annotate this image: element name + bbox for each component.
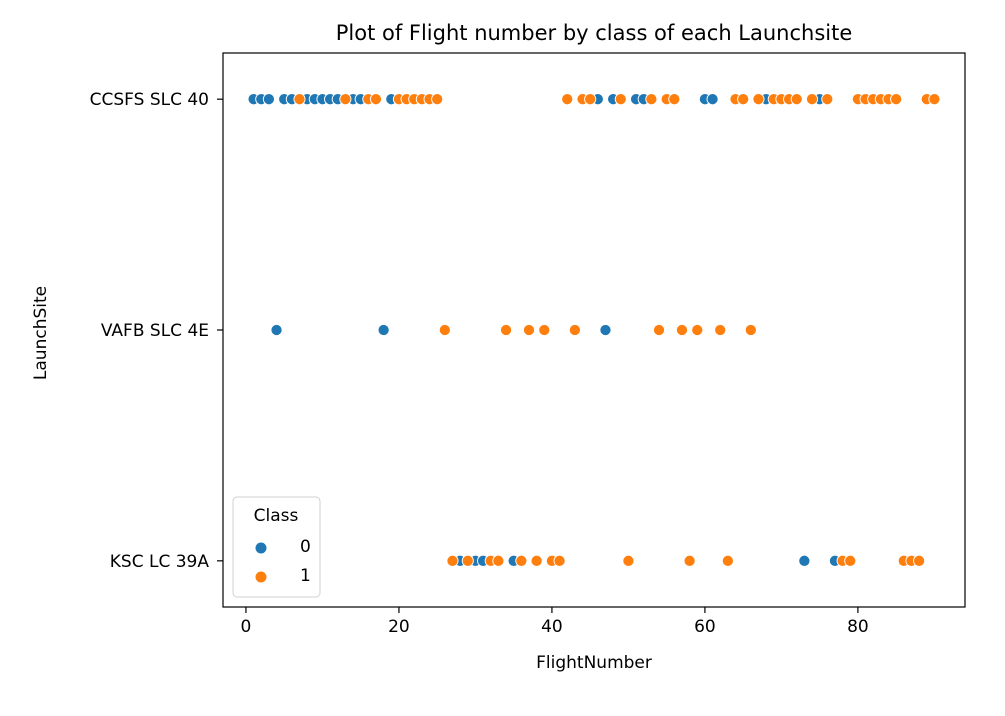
data-point-class-0 (270, 323, 283, 337)
data-point-class-1 (890, 93, 903, 106)
data-point-class-1 (622, 554, 635, 567)
x-tick-label: 80 (847, 617, 869, 637)
legend-box (232, 496, 321, 598)
data-point-class-1 (568, 323, 581, 337)
data-point-class-1 (553, 554, 566, 567)
data-point-class-1 (668, 93, 681, 106)
data-point-class-1 (538, 323, 551, 337)
data-point-class-0 (798, 554, 811, 567)
x-axis-label: FlightNumber (536, 653, 652, 673)
data-point-class-1 (614, 93, 627, 106)
data-point-class-1 (714, 323, 727, 337)
x-tick-label: 40 (541, 617, 563, 637)
data-point-class-1 (683, 554, 696, 567)
plot-frame (222, 52, 966, 608)
legend-marker-class-1 (254, 570, 268, 584)
data-point-class-0 (262, 93, 275, 106)
data-point-class-1 (805, 93, 819, 106)
data-point-class-1 (339, 93, 352, 106)
data-point-class-1 (431, 93, 444, 106)
data-point-class-1 (561, 93, 574, 106)
data-point-class-1 (515, 554, 528, 567)
y-tick-label: KSC LC 39A (110, 552, 210, 572)
data-point-class-1 (737, 93, 750, 106)
data-point-class-1 (821, 93, 834, 106)
data-point-class-1 (790, 93, 803, 106)
data-point-class-1 (752, 93, 765, 106)
x-tick-label: 60 (694, 617, 716, 637)
legend-title: Class (254, 506, 299, 526)
x-tick-label: 0 (241, 617, 252, 637)
data-point-class-1 (675, 323, 689, 337)
legend-label-class-1: 1 (300, 566, 311, 586)
data-point-class-1 (492, 554, 505, 567)
x-tick-label: 20 (388, 617, 410, 637)
data-point-class-0 (599, 323, 612, 337)
x-axis-ticks: 0 20 40 60 80 (241, 607, 869, 637)
data-point-class-1 (293, 93, 306, 106)
data-point-class-0 (377, 323, 390, 337)
y-axis-ticks: CCSFS SLC 40 VAFB SLC 4E KSC LC 39A (90, 90, 223, 572)
data-point-class-1 (652, 323, 666, 337)
points-layer (247, 93, 941, 567)
y-axis-label: LaunchSite (31, 286, 51, 380)
data-point-class-1 (721, 554, 734, 567)
data-point-class-1 (530, 554, 543, 567)
chart-title: Plot of Flight number by class of each L… (336, 21, 853, 45)
data-point-class-0 (706, 93, 719, 106)
data-point-class-1 (461, 554, 474, 567)
y-tick-label: VAFB SLC 4E (101, 321, 209, 341)
y-tick-label: CCSFS SLC 40 (90, 90, 209, 110)
legend: Class 0 1 (232, 496, 321, 598)
legend-marker-class-0 (254, 541, 268, 555)
data-point-class-1 (446, 554, 459, 567)
data-point-class-1 (744, 323, 757, 337)
data-point-class-1 (499, 323, 513, 337)
data-point-class-1 (691, 323, 704, 337)
data-point-class-1 (522, 323, 536, 337)
legend-label-class-0: 0 (300, 537, 311, 557)
data-point-class-1 (844, 554, 857, 567)
data-point-class-1 (584, 93, 597, 106)
data-point-class-1 (913, 554, 926, 567)
data-point-class-1 (645, 93, 658, 106)
data-point-class-1 (928, 93, 941, 106)
data-point-class-1 (438, 323, 451, 337)
data-point-class-1 (369, 93, 383, 106)
